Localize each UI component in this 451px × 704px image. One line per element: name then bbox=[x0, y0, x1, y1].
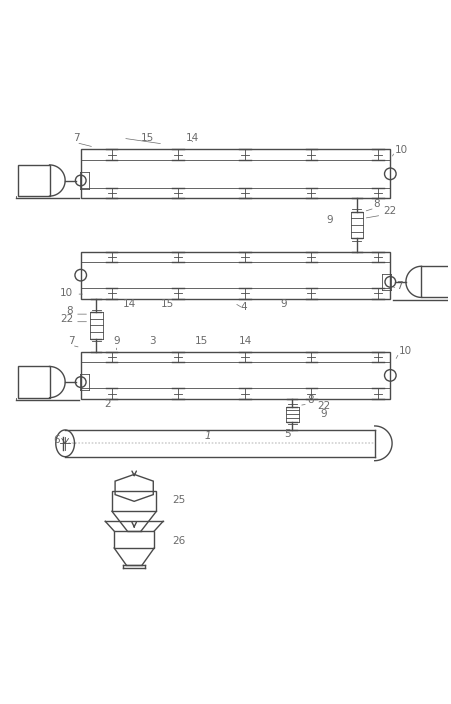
Bar bbox=[114, 531, 154, 548]
Bar bbox=[112, 491, 156, 511]
Text: 9: 9 bbox=[113, 336, 120, 346]
Bar bbox=[422, 266, 451, 297]
Text: 7: 7 bbox=[73, 133, 79, 144]
Text: 9: 9 bbox=[327, 215, 333, 225]
Text: 1: 1 bbox=[204, 431, 211, 441]
Text: 22: 22 bbox=[384, 206, 397, 216]
Text: 7: 7 bbox=[396, 281, 403, 291]
Bar bbox=[81, 352, 390, 398]
Text: 10: 10 bbox=[399, 346, 412, 356]
Text: 15: 15 bbox=[194, 336, 207, 346]
Text: 15: 15 bbox=[161, 298, 174, 308]
Text: 14: 14 bbox=[239, 336, 252, 346]
Bar bbox=[18, 367, 50, 398]
Text: 3: 3 bbox=[149, 336, 155, 346]
Text: 8: 8 bbox=[307, 395, 313, 406]
Bar bbox=[18, 165, 50, 196]
Text: 8: 8 bbox=[373, 199, 380, 209]
Text: 10: 10 bbox=[395, 145, 408, 155]
Text: 22: 22 bbox=[61, 314, 74, 324]
Text: 14: 14 bbox=[185, 133, 199, 144]
Text: 14: 14 bbox=[123, 298, 136, 308]
Text: 8: 8 bbox=[66, 306, 73, 316]
Text: 9: 9 bbox=[320, 408, 327, 419]
Bar bbox=[81, 149, 390, 199]
Text: 15: 15 bbox=[141, 133, 154, 144]
Text: 26: 26 bbox=[172, 536, 185, 546]
Text: 25: 25 bbox=[172, 496, 185, 505]
Text: 22: 22 bbox=[317, 401, 330, 411]
Text: 2: 2 bbox=[104, 398, 111, 409]
Text: 9: 9 bbox=[280, 298, 287, 308]
Text: 7: 7 bbox=[69, 336, 75, 346]
Bar bbox=[81, 252, 390, 298]
Text: 6: 6 bbox=[53, 435, 60, 446]
Text: 10: 10 bbox=[60, 289, 73, 298]
Text: 5: 5 bbox=[285, 429, 291, 439]
Text: 4: 4 bbox=[240, 302, 247, 312]
